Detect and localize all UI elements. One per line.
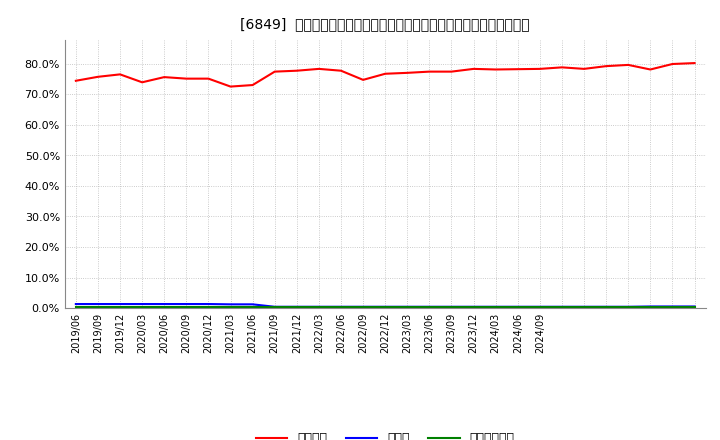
繰延税金資産 xyxy=(315,304,323,310)
のれん xyxy=(182,301,191,307)
のれん xyxy=(580,304,588,309)
繰延税金資産 xyxy=(271,304,279,310)
自己資本 xyxy=(160,74,168,80)
繰延税金資産 xyxy=(94,304,102,310)
自己資本 xyxy=(447,69,456,74)
自己資本 xyxy=(558,65,567,70)
繰延税金資産 xyxy=(226,304,235,310)
自己資本 xyxy=(71,78,80,84)
繰延税金資産 xyxy=(71,304,80,310)
のれん xyxy=(315,304,323,309)
自己資本 xyxy=(580,66,588,72)
のれん xyxy=(447,304,456,309)
のれん xyxy=(491,304,500,309)
繰延税金資産 xyxy=(624,304,633,310)
のれん xyxy=(668,304,677,309)
のれん xyxy=(160,301,168,307)
自己資本 xyxy=(381,71,390,77)
自己資本 xyxy=(513,66,522,72)
のれん xyxy=(248,302,257,307)
自己資本 xyxy=(292,68,301,73)
繰延税金資産 xyxy=(116,304,125,310)
自己資本 xyxy=(248,82,257,88)
自己資本 xyxy=(182,76,191,81)
のれん xyxy=(602,304,611,309)
Legend: 自己資本, のれん, 繰延税金資産: 自己資本, のれん, 繰延税金資産 xyxy=(251,427,520,440)
のれん xyxy=(94,301,102,307)
繰延税金資産 xyxy=(668,304,677,310)
Title: [6849]  自己資本、のれん、繰延税金資産の総資産に対する比率の推移: [6849] 自己資本、のれん、繰延税金資産の総資産に対する比率の推移 xyxy=(240,18,530,32)
自己資本 xyxy=(536,66,544,72)
自己資本 xyxy=(337,68,346,73)
のれん xyxy=(646,304,654,309)
繰延税金資産 xyxy=(381,304,390,310)
自己資本 xyxy=(204,76,212,81)
自己資本 xyxy=(491,67,500,72)
自己資本 xyxy=(226,84,235,89)
自己資本 xyxy=(359,77,367,82)
のれん xyxy=(292,304,301,309)
繰延税金資産 xyxy=(646,304,654,310)
繰延税金資産 xyxy=(690,304,699,310)
自己資本 xyxy=(271,69,279,74)
のれん xyxy=(690,304,699,309)
繰延税金資産 xyxy=(558,304,567,310)
繰延税金資産 xyxy=(337,304,346,310)
のれん xyxy=(536,304,544,309)
繰延税金資産 xyxy=(447,304,456,310)
繰延税金資産 xyxy=(469,304,478,310)
のれん xyxy=(624,304,633,309)
繰延税金資産 xyxy=(359,304,367,310)
自己資本 xyxy=(403,70,412,76)
のれん xyxy=(359,304,367,309)
のれん xyxy=(204,301,212,307)
繰延税金資産 xyxy=(513,304,522,310)
繰延税金資産 xyxy=(138,304,146,310)
自己資本 xyxy=(138,80,146,85)
のれん xyxy=(403,304,412,309)
Line: のれん: のれん xyxy=(76,304,695,307)
自己資本 xyxy=(646,67,654,72)
自己資本 xyxy=(425,69,433,74)
繰延税金資産 xyxy=(292,304,301,310)
のれん xyxy=(513,304,522,309)
繰延税金資産 xyxy=(425,304,433,310)
のれん xyxy=(337,304,346,309)
繰延税金資産 xyxy=(491,304,500,310)
のれん xyxy=(558,304,567,309)
のれん xyxy=(116,301,125,307)
Line: 自己資本: 自己資本 xyxy=(76,63,695,87)
繰延税金資産 xyxy=(536,304,544,310)
自己資本 xyxy=(315,66,323,72)
自己資本 xyxy=(94,74,102,80)
自己資本 xyxy=(668,61,677,66)
繰延税金資産 xyxy=(602,304,611,310)
自己資本 xyxy=(690,60,699,66)
のれん xyxy=(138,301,146,307)
繰延税金資産 xyxy=(182,304,191,310)
繰延税金資産 xyxy=(204,304,212,310)
繰延税金資産 xyxy=(580,304,588,310)
のれん xyxy=(381,304,390,309)
のれん xyxy=(425,304,433,309)
のれん xyxy=(469,304,478,309)
のれん xyxy=(71,301,80,307)
のれん xyxy=(226,302,235,307)
繰延税金資産 xyxy=(248,304,257,310)
のれん xyxy=(271,304,279,309)
自己資本 xyxy=(469,66,478,72)
自己資本 xyxy=(624,62,633,68)
繰延税金資産 xyxy=(403,304,412,310)
自己資本 xyxy=(116,72,125,77)
繰延税金資産 xyxy=(160,304,168,310)
自己資本 xyxy=(602,63,611,69)
